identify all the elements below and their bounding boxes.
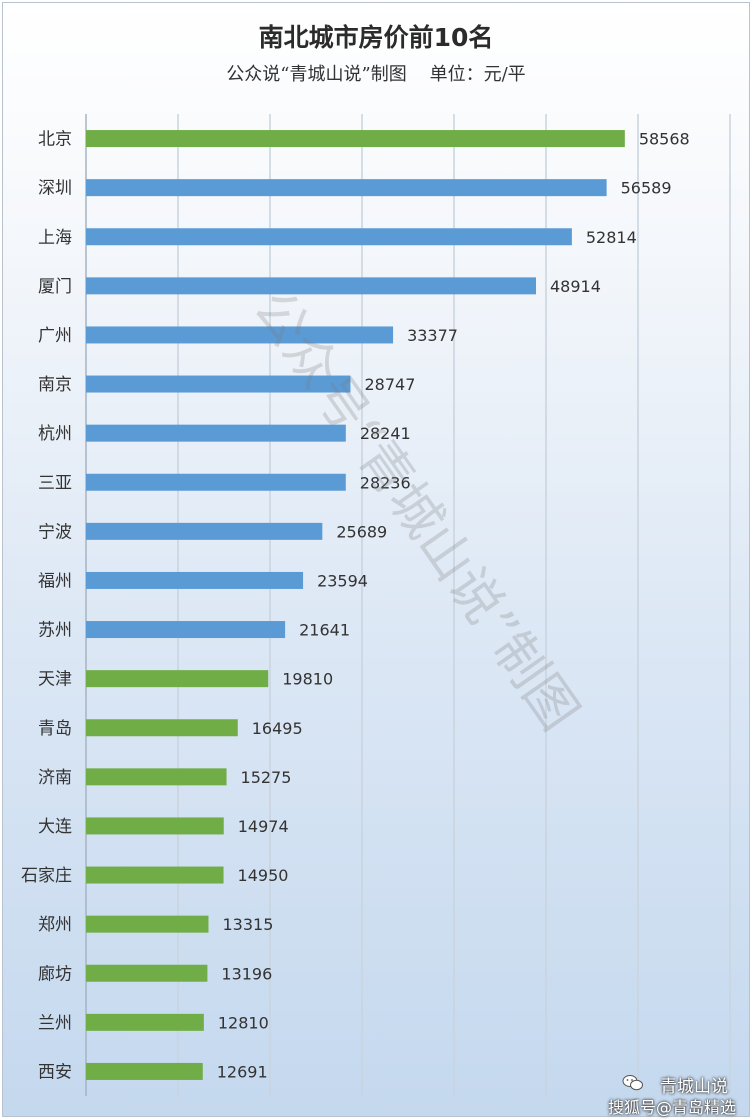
category-label: 石家庄 xyxy=(21,866,72,886)
bar xyxy=(86,670,269,688)
data-label: 25689 xyxy=(336,522,387,541)
bar xyxy=(86,571,304,589)
bar xyxy=(86,768,227,786)
category-label: 广州 xyxy=(38,326,72,346)
category-label: 深圳 xyxy=(38,179,72,199)
category-label: 苏州 xyxy=(38,621,72,641)
chart-subtitle: 公众说“青城山说”制图 单位：元/平 xyxy=(226,64,526,85)
bar xyxy=(86,277,537,295)
data-label: 28241 xyxy=(360,424,411,443)
category-label: 兰州 xyxy=(38,1013,72,1033)
data-label: 58568 xyxy=(639,130,690,149)
bar xyxy=(86,473,346,491)
wechat-icon xyxy=(622,1075,643,1091)
data-label: 28236 xyxy=(360,473,411,492)
category-label: 三亚 xyxy=(38,473,72,493)
data-label: 14974 xyxy=(238,817,289,836)
data-label: 16495 xyxy=(252,719,303,738)
category-label: 北京 xyxy=(38,130,72,150)
bars xyxy=(86,130,625,1080)
data-label: 13196 xyxy=(221,964,272,983)
labels: 北京 58568 深圳 56589 上海 52814 厦门 48914 广州 33377 南京 287… xyxy=(21,130,690,1083)
category-label: 上海 xyxy=(38,228,72,248)
data-label: 15275 xyxy=(241,768,292,787)
data-label: 52814 xyxy=(586,228,637,247)
category-label: 西安 xyxy=(38,1062,72,1082)
category-label: 宁波 xyxy=(38,522,72,542)
data-label: 48914 xyxy=(550,277,601,296)
credit-account-name: 青城山说 xyxy=(660,1077,728,1097)
credit-source: 搜狐号@青岛精选 xyxy=(607,1098,736,1117)
data-label: 23594 xyxy=(317,571,368,590)
bar xyxy=(86,1062,203,1080)
bar xyxy=(86,915,209,933)
gridlines xyxy=(85,114,731,1096)
data-label: 14950 xyxy=(238,866,289,885)
data-label: 33377 xyxy=(407,326,458,345)
category-label: 天津 xyxy=(38,670,72,690)
data-label: 12810 xyxy=(218,1013,269,1032)
data-label: 28747 xyxy=(364,375,415,394)
bar xyxy=(86,130,625,148)
bar xyxy=(86,326,394,344)
category-label: 郑州 xyxy=(38,915,72,935)
bar xyxy=(86,1013,204,1031)
bar xyxy=(86,424,346,442)
data-label: 19810 xyxy=(282,670,333,689)
bar xyxy=(86,621,286,639)
data-label: 12691 xyxy=(217,1062,268,1081)
bar xyxy=(86,866,224,884)
category-label: 青岛 xyxy=(38,719,72,739)
bar xyxy=(86,228,572,246)
bar xyxy=(86,179,607,197)
category-label: 南京 xyxy=(38,375,72,395)
bar xyxy=(86,817,224,835)
category-label: 杭州 xyxy=(38,424,72,444)
data-label: 21641 xyxy=(299,621,350,640)
data-label: 13315 xyxy=(222,915,273,934)
bar xyxy=(86,375,351,393)
chart-title: 南北城市房价前10名 xyxy=(258,23,494,52)
data-label: 56589 xyxy=(621,179,672,198)
category-label: 廊坊 xyxy=(38,964,72,984)
bar xyxy=(86,964,208,982)
bar xyxy=(86,522,323,540)
bar xyxy=(86,719,238,737)
category-label: 福州 xyxy=(38,571,72,591)
category-label: 大连 xyxy=(38,817,72,837)
category-label: 济南 xyxy=(38,768,72,788)
category-label: 厦门 xyxy=(38,277,72,297)
